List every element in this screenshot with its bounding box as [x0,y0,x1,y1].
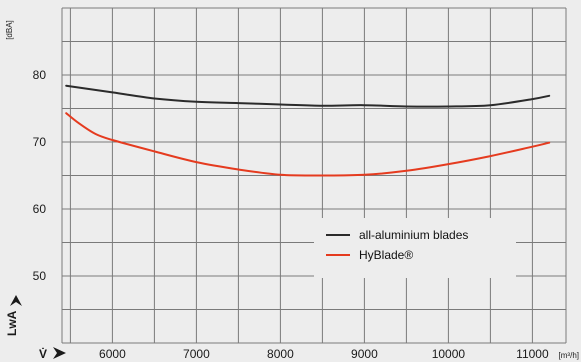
x-tick-label: 10000 [432,347,466,361]
y-axis-title-text: LwA [5,310,19,336]
series-line-hyblade [65,112,551,177]
x-axis-arrow-icon [53,347,66,359]
y-tick-label: 60 [33,202,47,216]
y-tick-label: 70 [33,135,47,149]
x-tick-label: 11000 [516,347,549,361]
x-tick-label: 8000 [267,347,294,361]
legend-box [314,218,516,278]
x-tick-label: 6000 [99,347,126,361]
x-tick-label: 7000 [183,347,210,361]
x-axis-title: V̇ [39,346,66,361]
y-axis-arrow-icon [10,295,22,306]
y-tick-label: 50 [33,269,47,283]
x-unit-label: [m³/h] [559,351,579,360]
y-axis-title: LwA [5,295,22,336]
y-unit-label: [dBA] [5,20,14,40]
y-tick-label: 80 [33,68,47,82]
x-axis-title-text: V̇ [39,346,47,361]
legend-label-hyblade: HyBlade® [359,248,413,262]
series-line-aluminium [65,84,551,108]
legend: all-aluminium blades HyBlade® [314,218,516,278]
legend-label-aluminium: all-aluminium blades [359,228,468,242]
tick-labels: 6000 7000 8000 9000 10000 11000 50 60 70 80 [33,68,549,361]
series-lines [65,84,551,177]
x-tick-label: 9000 [351,347,378,361]
